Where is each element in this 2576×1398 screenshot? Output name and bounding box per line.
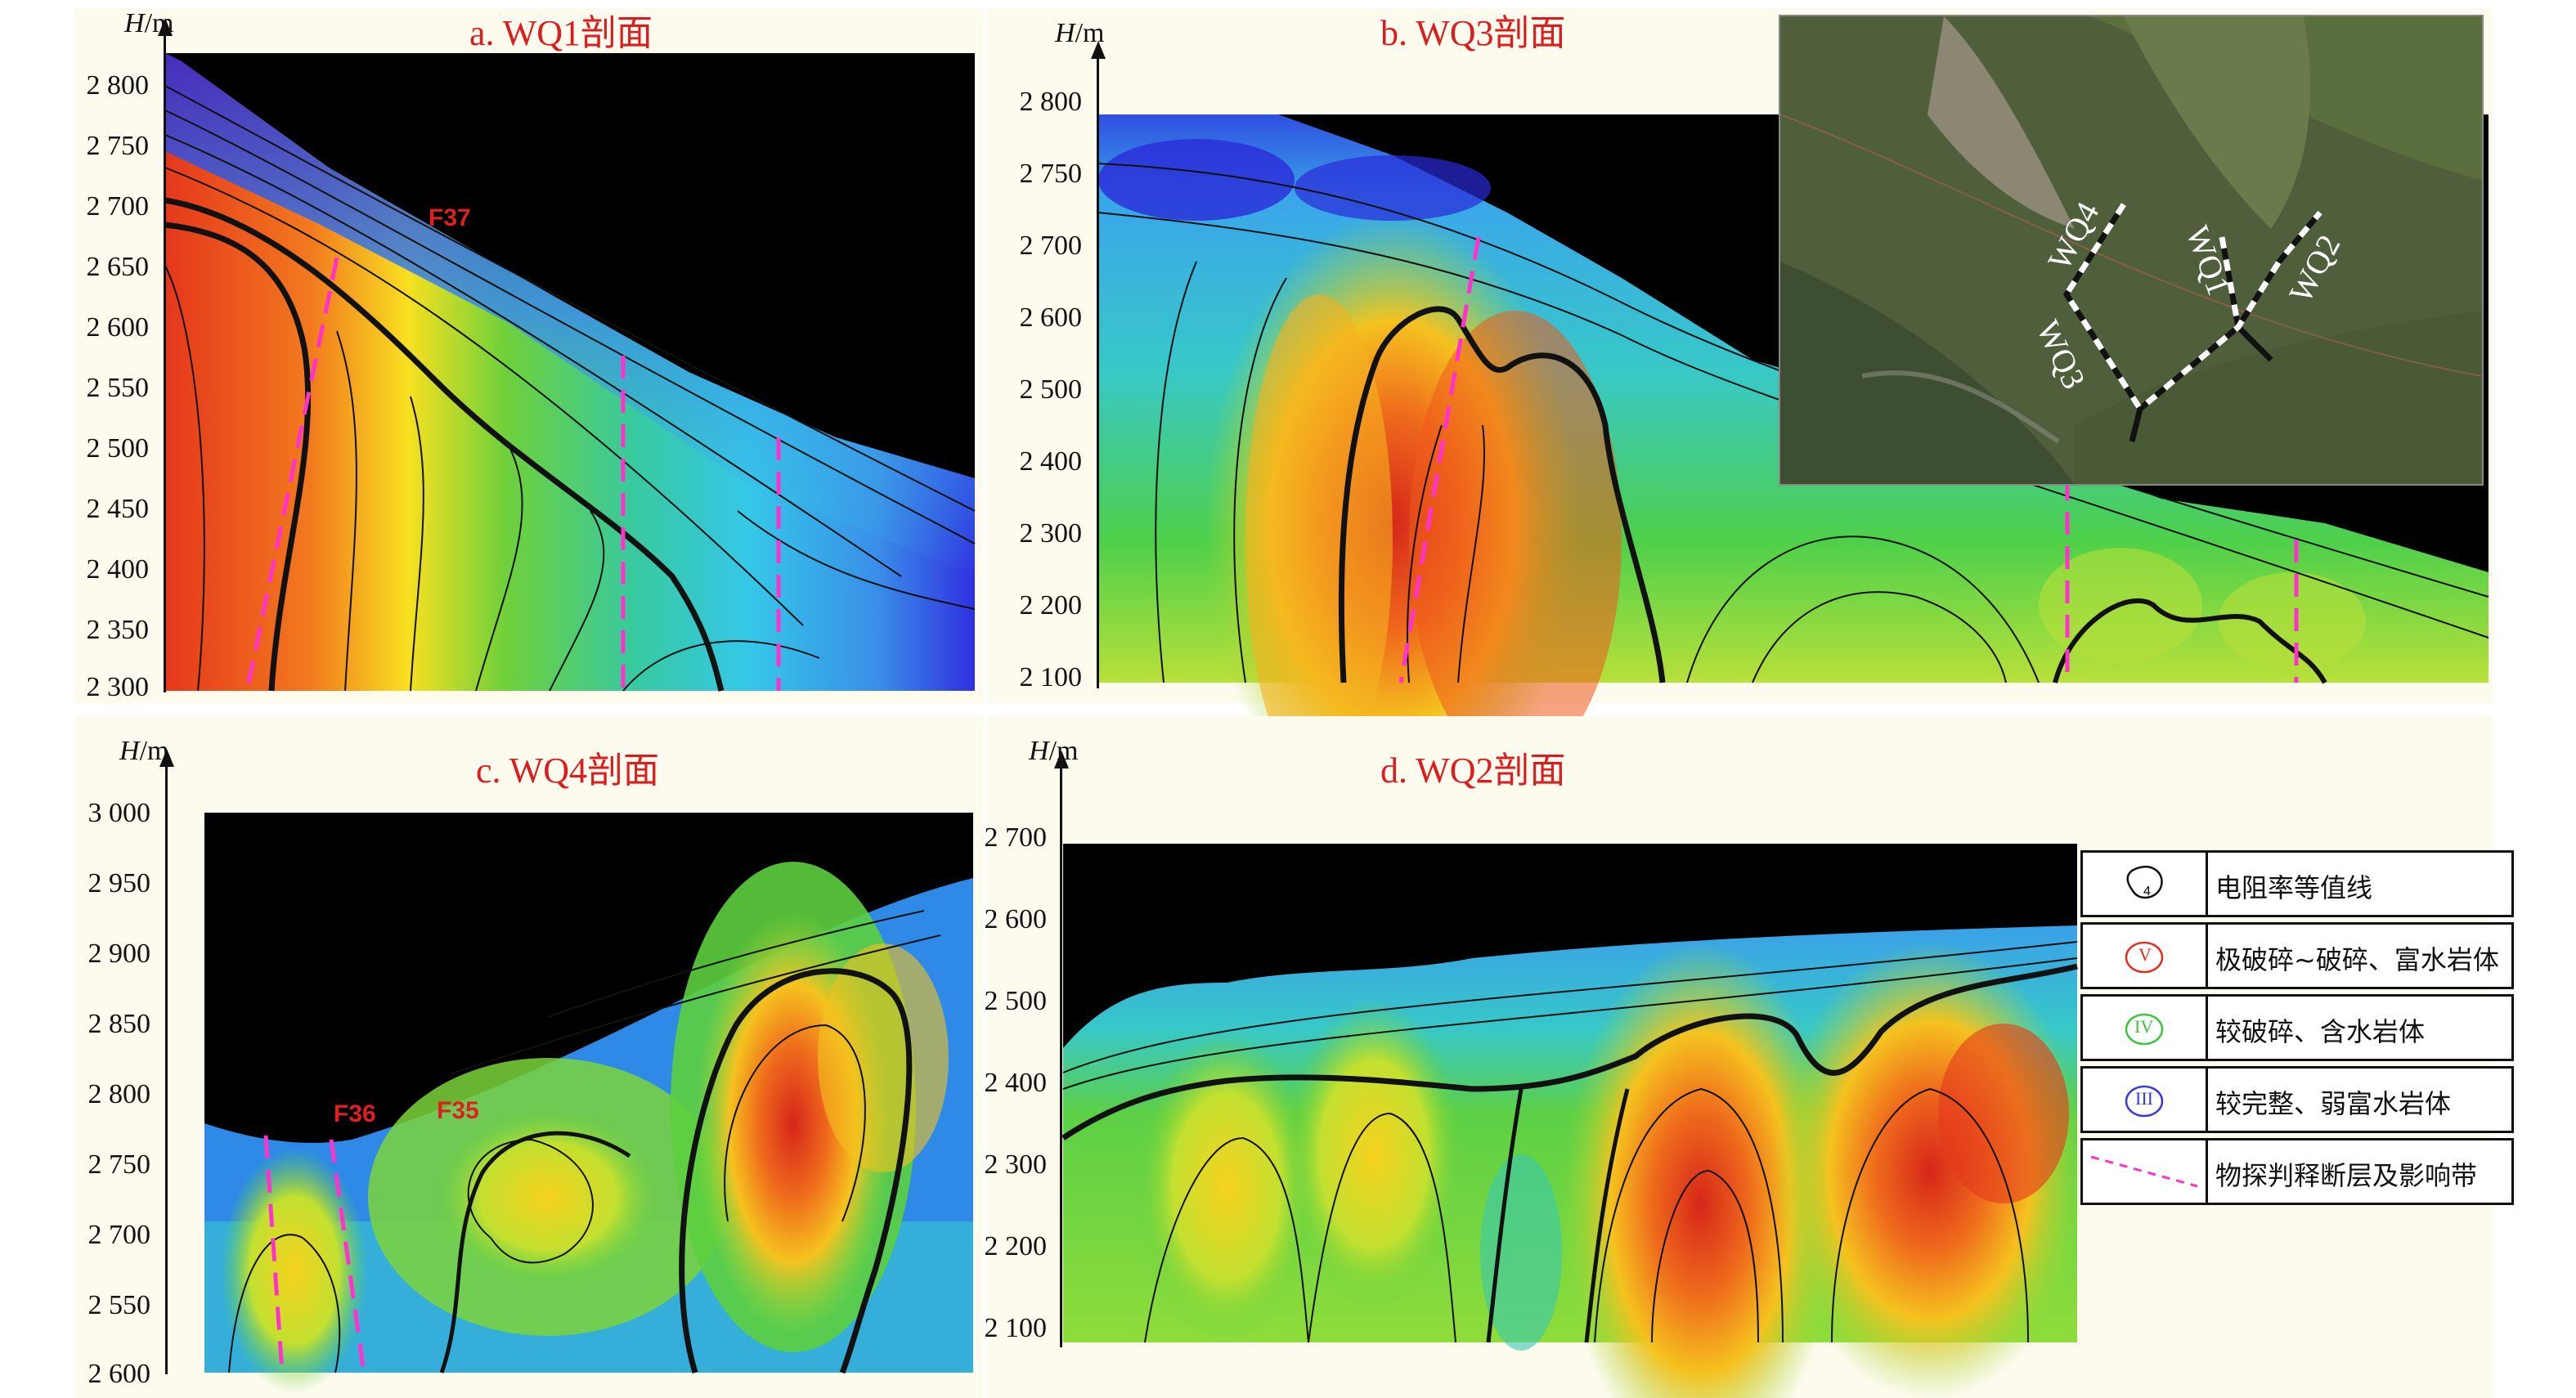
zone-v-symbol: V [2138,944,2152,965]
tick-label: 2 750 [86,131,150,161]
y-axis-label: H/m [1055,18,1105,48]
panel-title: a. WQ1剖面 [469,13,653,53]
tick-label: 2 400 [1019,446,1083,477]
fault-label-f37: F37 [429,204,471,231]
legend-item-zone-iii: III 较完整、弱富水岩体 [2080,1066,2514,1133]
tick-label: 2 550 [88,1290,151,1320]
tick-label: 2 700 [1019,231,1083,261]
tick-label: 2 950 [88,868,151,898]
tick-label: 2 500 [86,433,150,464]
tick-label: 2 450 [86,494,150,524]
legend-item-contour: 4 电阻率等值线 [2080,850,2514,917]
tick-label: 2 400 [984,1068,1048,1098]
zone-v-icon: V [2083,925,2208,987]
y-axis [165,765,168,1374]
wq4-section-plot [204,813,973,1393]
legend-text: 较完整、弱富水岩体 [2215,1088,2452,1119]
panel-wq1: a. WQ1剖面 H/m F37 2 800 2 750 2 700 2 650… [75,8,983,703]
tick-label: 2 750 [88,1149,151,1180]
tick-label: 2 800 [1019,87,1083,117]
contour-icon: 4 [2083,853,2208,915]
tick-label: 2 500 [1019,374,1083,405]
tick-label: 2 600 [1019,302,1083,333]
zone-iii-icon: III [2083,1069,2208,1131]
tick-label: 2 600 [86,312,150,343]
panel-wq4: c. WQ4剖面 H/m F36 F35 3 000 2 950 2 900 2… [75,716,983,1398]
legend-text: 极破碎~破碎、富水岩体 [2215,944,2499,975]
tick-label: 2 200 [984,1231,1048,1261]
zone-iv-icon: IV [2083,997,2208,1059]
tick-label: 3 000 [88,798,151,828]
tick-label: 2 850 [88,1009,151,1039]
fault-line-icon [2083,1140,2208,1203]
fault-label-f35: F35 [437,1097,479,1124]
panel-title: c. WQ4剖面 [476,751,660,791]
y-axis-arrow-icon [158,18,173,36]
tick-label: 2 700 [86,191,150,222]
tick-label: 2 300 [86,672,150,702]
legend-item-zone-v: V 极破碎~破碎、富水岩体 [2080,922,2514,989]
legend-item-zone-iv: IV 较破碎、含水岩体 [2080,994,2514,1061]
tick-label: 2 300 [984,1149,1048,1180]
wq2-section-plot [1061,844,2085,1398]
panel-title: b. WQ3剖面 [1380,13,1566,53]
legend-item-fault: 物探判释断层及影响带 [2080,1138,2514,1205]
y-axis [164,34,166,692]
tick-label: 2 800 [88,1079,151,1109]
tick-label: 2 200 [1019,590,1083,621]
tick-label: 2 550 [86,373,150,403]
tick-label: 2 750 [1019,159,1083,189]
panel-title: d. WQ2剖面 [1380,751,1566,791]
tick-label: 2 400 [86,554,150,585]
legend-text: 物探判释断层及影响带 [2215,1160,2478,1191]
tick-label: 2 700 [984,822,1048,853]
tick-label: 2 650 [86,252,150,282]
zone-iv-symbol: IV [2134,1016,2154,1037]
tick-label: 2 900 [88,939,151,969]
svg-text:4: 4 [2143,885,2151,898]
y-axis [1097,57,1099,688]
y-axis-arrow-icon [1091,41,1106,59]
y-axis-arrow-icon [159,749,174,767]
y-axis-arrow-icon [1054,751,1069,768]
tick-label: 2 100 [984,1313,1048,1343]
legend-text: 较破碎、含水岩体 [2215,1016,2426,1047]
tick-label: 2 600 [88,1359,151,1389]
tick-label: 2 600 [984,904,1048,934]
location-satellite-map: WQ4 WQ1 WQ2 WQ3 [1779,15,2484,486]
wq1-section-plot [164,53,976,692]
fault-label-f36: F36 [334,1100,376,1127]
tick-label: 2 350 [86,615,150,645]
zone-iii-symbol: III [2135,1088,2153,1109]
legend-text: 电阻率等值线 [2215,872,2373,903]
tick-label: 2 800 [86,70,150,101]
tick-label: 2 500 [984,986,1048,1016]
tick-label: 2 300 [1019,518,1083,549]
tick-label: 2 100 [1019,662,1083,692]
tick-label: 2 700 [88,1220,151,1250]
y-axis [1060,767,1062,1347]
